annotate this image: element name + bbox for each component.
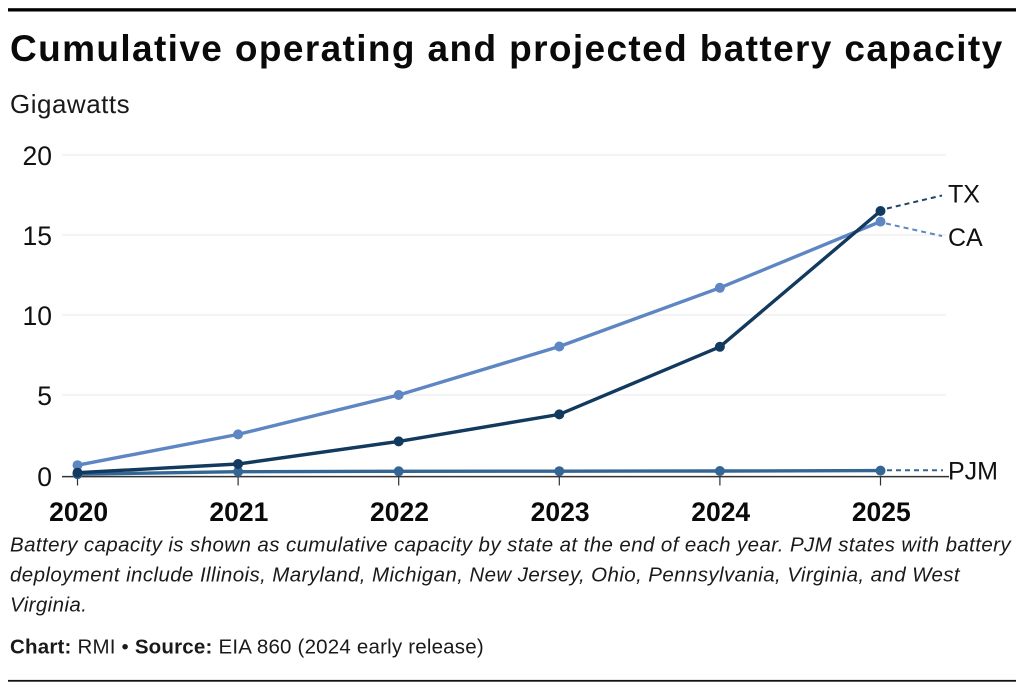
- svg-text:10: 10: [23, 301, 52, 331]
- svg-text:deployment include Illinois, M: deployment include Illinois, Maryland, M…: [10, 564, 961, 587]
- svg-text:Cumulative operating and proje: Cumulative operating and projected batte…: [10, 28, 1004, 69]
- svg-text:2024: 2024: [691, 497, 750, 527]
- svg-text:2023: 2023: [531, 497, 590, 527]
- svg-text:2021: 2021: [209, 497, 268, 527]
- svg-text:PJM: PJM: [948, 458, 998, 486]
- svg-text:15: 15: [23, 221, 52, 251]
- svg-text:Gigawatts: Gigawatts: [10, 89, 130, 119]
- svg-text:Battery capacity is shown as c: Battery capacity is shown as cumulative …: [10, 534, 1012, 557]
- svg-text:20: 20: [23, 141, 52, 171]
- svg-text:Chart: RMI • Source: EIA 860 (: Chart: RMI • Source: EIA 860 (2024 early…: [10, 636, 484, 659]
- svg-text:5: 5: [37, 381, 52, 411]
- svg-text:CA: CA: [948, 224, 983, 252]
- svg-text:TX: TX: [948, 181, 980, 209]
- svg-text:0: 0: [37, 462, 52, 492]
- svg-text:2025: 2025: [852, 497, 911, 527]
- svg-text:2022: 2022: [370, 497, 429, 527]
- svg-text:Virginia.: Virginia.: [10, 594, 87, 617]
- svg-text:2020: 2020: [49, 497, 108, 527]
